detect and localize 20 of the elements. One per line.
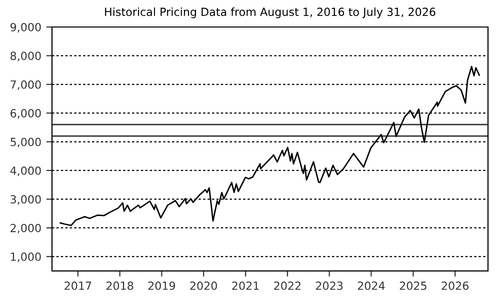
y-tick-label: 1,000 <box>10 252 41 262</box>
x-tick-label: 2025 <box>400 282 426 290</box>
x-tick-label: 2026 <box>442 282 469 290</box>
y-tick-label: 9,000 <box>10 22 41 33</box>
x-tick-label: 2019 <box>148 282 176 290</box>
y-tick-label: 3,000 <box>10 195 41 205</box>
x-tick-label: 2020 <box>190 282 217 290</box>
x-tick-label: 2022 <box>274 282 300 290</box>
y-tick-label: 8,000 <box>10 52 41 62</box>
x-tick-label: 2021 <box>232 282 259 290</box>
x-tick-label: 2018 <box>106 282 134 290</box>
x-tick-label: 2017 <box>64 282 92 290</box>
y-tick-label: 4,000 <box>10 166 41 176</box>
y-tick-label: 2,000 <box>10 224 41 234</box>
y-tick-label: 7,000 <box>10 80 41 90</box>
x-tick-label: 2024 <box>358 282 385 290</box>
x-tick-label: 2023 <box>316 282 343 290</box>
chart-title: Historical Pricing Data from August 1, 2016 to July 31, 2026 <box>105 7 436 18</box>
y-tick-label: 6,000 <box>10 109 41 119</box>
y-tick-label: 5,000 <box>10 138 41 148</box>
